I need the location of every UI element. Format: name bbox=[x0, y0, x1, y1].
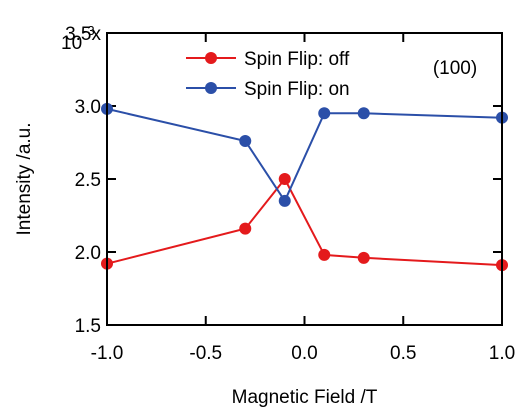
y-tick-label: 3.0 bbox=[75, 97, 101, 118]
legend-item: Spin Flip: off bbox=[186, 49, 350, 70]
legend-marker bbox=[205, 82, 217, 94]
series-line bbox=[106, 177, 503, 267]
y-tick-label: 2.5 bbox=[75, 170, 101, 191]
legend-label: Spin Flip: off bbox=[244, 49, 350, 70]
x-tick-label: 1.0 bbox=[489, 343, 515, 364]
x-tick-labels: -1.0 -0.5 0.0 0.5 1.0 bbox=[91, 343, 516, 364]
series-line bbox=[106, 107, 503, 203]
y-scale-exponent: -3 bbox=[83, 23, 95, 38]
data-point bbox=[357, 251, 370, 264]
data-point bbox=[239, 135, 252, 148]
y-tick-label: 2.0 bbox=[75, 243, 101, 264]
y-scale-multiplier: 10 bbox=[61, 33, 82, 54]
y-tick-label: 1.5 bbox=[75, 316, 101, 337]
series-spin-flip-off bbox=[101, 173, 508, 272]
series-spin-flip-on bbox=[101, 102, 508, 207]
legend-label: Spin Flip: on bbox=[244, 79, 350, 100]
y-axis-label: Intensity /a.u. bbox=[14, 122, 35, 235]
legend: Spin Flip: off Spin Flip: on bbox=[186, 49, 350, 100]
data-point bbox=[318, 107, 331, 120]
legend-marker bbox=[205, 52, 217, 64]
x-tick-label: -0.5 bbox=[189, 343, 222, 364]
y-tick-label: 3.5x bbox=[65, 24, 101, 45]
data-point bbox=[318, 248, 331, 261]
data-point bbox=[357, 107, 370, 120]
x-tick-label: -1.0 bbox=[91, 343, 124, 364]
series-layer bbox=[101, 102, 508, 272]
data-point bbox=[278, 173, 291, 185]
plot-frame bbox=[106, 32, 503, 326]
annotation-100: (100) bbox=[433, 58, 477, 79]
legend-item: Spin Flip: on bbox=[186, 79, 350, 100]
x-axis-label: Magnetic Field /T bbox=[232, 387, 378, 407]
data-point bbox=[278, 194, 291, 207]
x-tick-label: 0.0 bbox=[291, 343, 317, 364]
y-tick-labels: 1.5 2.0 2.5 3.0 3.5x bbox=[65, 24, 101, 337]
x-tick-label: 0.5 bbox=[390, 343, 416, 364]
data-point bbox=[239, 222, 252, 235]
